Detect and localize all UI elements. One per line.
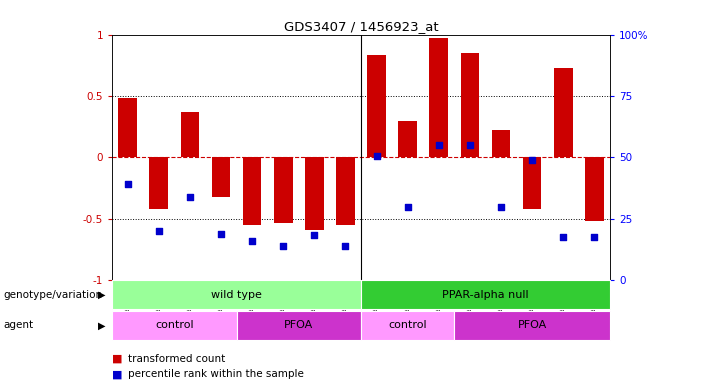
Point [278, 243, 289, 249]
Text: agent: agent [4, 320, 34, 331]
Text: percentile rank within the sample: percentile rank within the sample [128, 369, 304, 379]
Text: ▶: ▶ [97, 320, 105, 331]
Text: control: control [155, 320, 193, 331]
Bar [491, 131, 510, 157]
Point [340, 243, 351, 249]
Bar [430, 38, 448, 157]
Bar [212, 157, 231, 197]
Text: PFOA: PFOA [284, 320, 313, 331]
Point [122, 181, 133, 187]
Point [589, 234, 600, 240]
Bar [118, 98, 137, 157]
Bar [461, 53, 479, 157]
Text: wild type: wild type [211, 290, 262, 300]
Bar [523, 157, 541, 209]
Point [433, 142, 444, 148]
Point [496, 204, 507, 210]
Text: ■: ■ [112, 354, 123, 364]
Point [308, 232, 320, 238]
Point [184, 194, 196, 200]
Bar [367, 55, 386, 157]
Title: GDS3407 / 1456923_at: GDS3407 / 1456923_at [284, 20, 438, 33]
Point [557, 234, 569, 240]
Point [247, 238, 258, 244]
Text: PFOA: PFOA [517, 320, 547, 331]
Point [154, 228, 165, 234]
Text: ▶: ▶ [97, 290, 105, 300]
Text: transformed count: transformed count [128, 354, 225, 364]
Point [215, 230, 226, 237]
Bar [305, 157, 324, 230]
Point [526, 157, 538, 163]
Bar [149, 157, 168, 209]
Bar [554, 68, 573, 157]
Text: genotype/variation: genotype/variation [4, 290, 102, 300]
Text: PPAR-alpha null: PPAR-alpha null [442, 290, 529, 300]
Point [464, 142, 475, 148]
Bar [274, 157, 292, 223]
Bar [181, 112, 199, 157]
Text: ■: ■ [112, 369, 123, 379]
Bar [243, 157, 261, 225]
Point [402, 204, 414, 210]
Text: control: control [388, 320, 427, 331]
Bar [336, 157, 355, 225]
Bar [585, 157, 604, 221]
Point [371, 153, 382, 159]
Bar [398, 121, 417, 157]
